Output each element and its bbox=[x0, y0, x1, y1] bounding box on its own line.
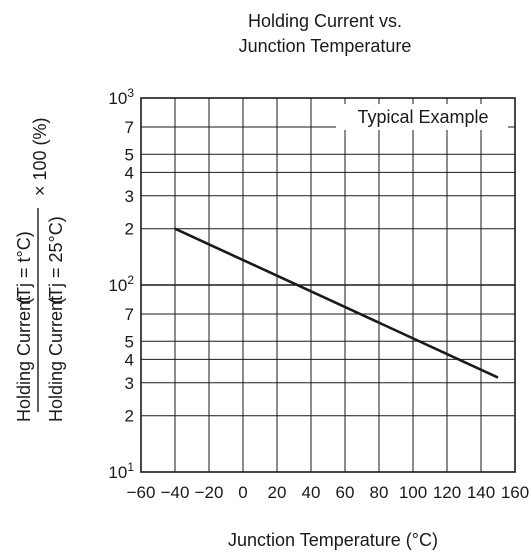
y-label-denominator: (Tj = 25°C) bbox=[46, 216, 66, 304]
y-tick-label: 102 bbox=[108, 273, 134, 295]
y-label-numerator: (Tj = t°C) bbox=[14, 231, 34, 304]
y-label-prefix-top: Holding Current bbox=[14, 296, 34, 422]
x-tick-label: 0 bbox=[238, 483, 247, 502]
x-tick-label: 80 bbox=[370, 483, 389, 502]
y-label-prefix-bottom: Holding Current bbox=[46, 296, 66, 422]
y-axis-label: Holding Current (Tj = t°C) Holding Curre… bbox=[14, 117, 66, 422]
y-tick-label: 3 bbox=[125, 374, 134, 393]
data-series bbox=[174, 227, 499, 379]
y-tick-label: 101 bbox=[108, 460, 134, 482]
y-tick-label: 103 bbox=[108, 86, 134, 108]
x-tick-label: −40 bbox=[161, 483, 190, 502]
y-tick-label: 4 bbox=[125, 163, 134, 182]
x-tick-label: 160 bbox=[501, 483, 529, 502]
y-tick-label: 3 bbox=[125, 187, 134, 206]
x-tick-label: −60 bbox=[127, 483, 156, 502]
x-tick-labels: −60 −40 −20 0 20 40 60 80 100 120 140 160 bbox=[127, 483, 530, 502]
x-tick-label: 140 bbox=[467, 483, 495, 502]
chart-title-line-2: Junction Temperature bbox=[239, 36, 412, 56]
chart-title-line-1: Holding Current vs. bbox=[248, 11, 402, 31]
y-tick-label: 7 bbox=[125, 305, 134, 324]
x-tick-label: 120 bbox=[433, 483, 461, 502]
x-tick-label: 20 bbox=[268, 483, 287, 502]
y-tick-label: 5 bbox=[125, 145, 134, 164]
y-tick-label: 5 bbox=[125, 332, 134, 351]
x-tick-label: 60 bbox=[336, 483, 355, 502]
x-tick-label: 100 bbox=[399, 483, 427, 502]
y-tick-label: 2 bbox=[125, 407, 134, 426]
y-label-suffix: × 100 (%) bbox=[30, 117, 50, 196]
series-line bbox=[174, 227, 499, 379]
grid-lines bbox=[141, 98, 515, 472]
annotation-background bbox=[336, 104, 508, 130]
y-tick-label: 4 bbox=[125, 350, 134, 369]
x-tick-label: −20 bbox=[195, 483, 224, 502]
annotation-typical-example: Typical Example bbox=[357, 107, 488, 127]
x-axis-label: Junction Temperature (°C) bbox=[228, 530, 438, 550]
x-tick-label: 40 bbox=[302, 483, 321, 502]
y-tick-label: 2 bbox=[125, 220, 134, 239]
y-tick-label: 7 bbox=[125, 118, 134, 137]
